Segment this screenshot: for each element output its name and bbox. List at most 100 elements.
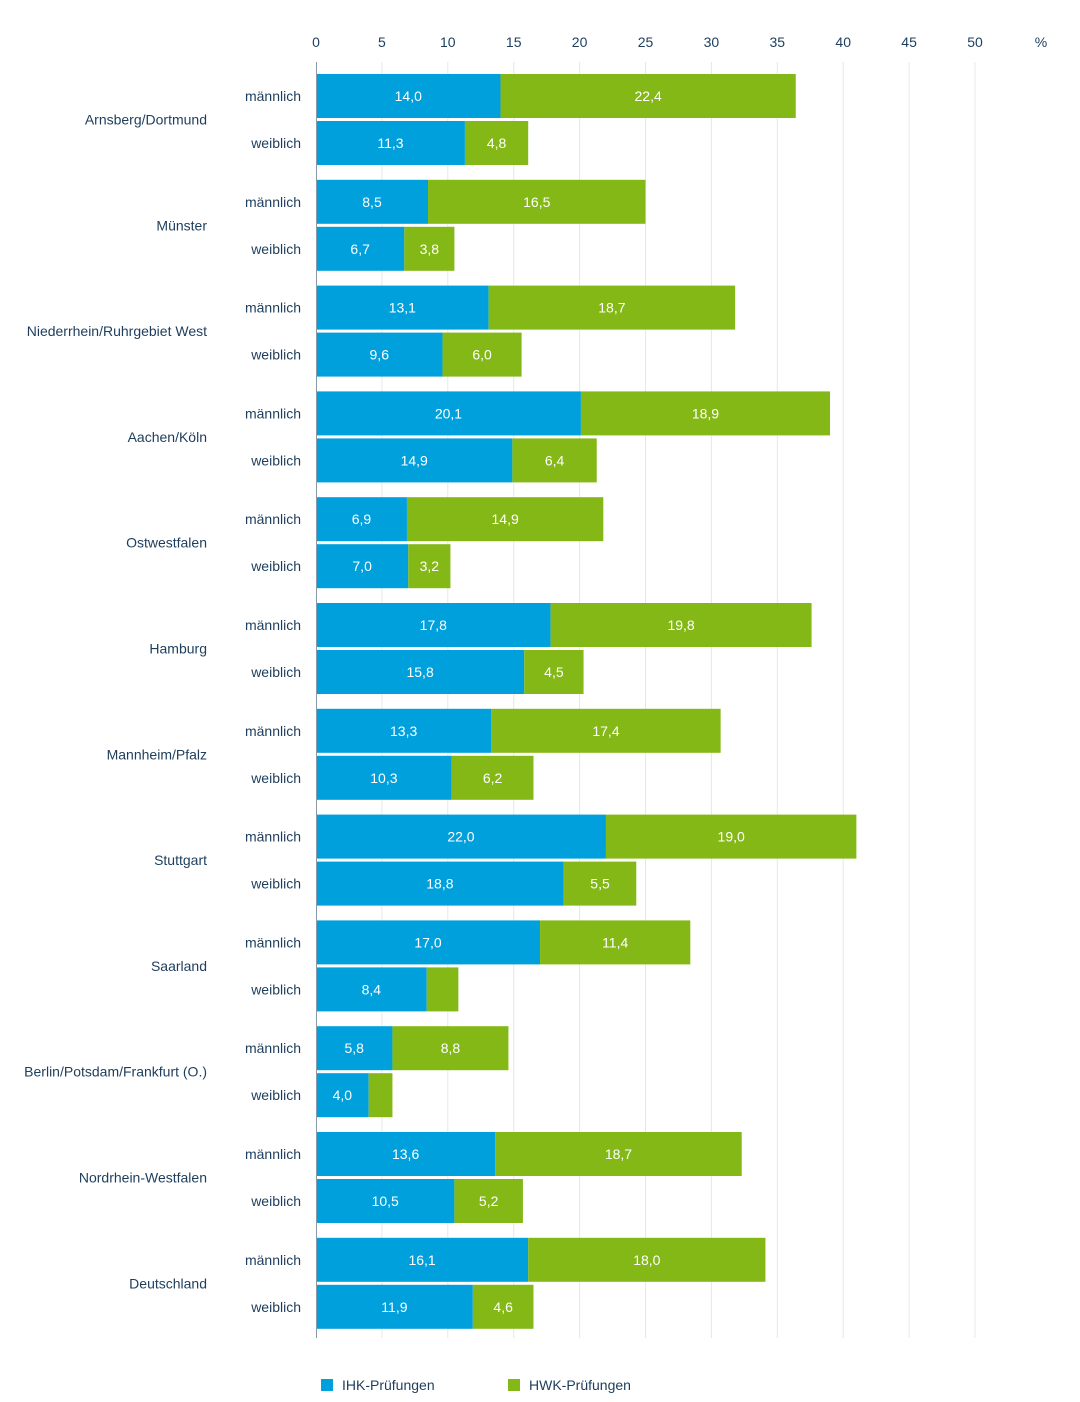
bar-ihk-label: 5,8 — [344, 1040, 364, 1056]
bar-ihk-label: 14,9 — [401, 452, 428, 468]
bar-hwk — [408, 544, 451, 589]
bar-hwk-label: 4,8 — [487, 135, 507, 151]
bar-ihk-label: 20,1 — [435, 405, 462, 421]
region-label: Ostwestfalen — [126, 535, 207, 551]
region-label: Hamburg — [149, 641, 207, 657]
bar-hwk-label: 4,5 — [544, 664, 564, 680]
bar-hwk-label: 4,6 — [493, 1299, 513, 1315]
x-tick-label: 25 — [638, 34, 654, 50]
bar-ihk-label: 18,8 — [426, 876, 453, 892]
bar-ihk — [316, 1284, 473, 1329]
region-label: Arnsberg/Dortmund — [85, 112, 207, 128]
legend-label-hwk: HWK-Prüfungen — [529, 1377, 631, 1393]
bar-hwk-label: 17,4 — [592, 723, 619, 739]
x-axis-ticks: 0 5 10 15 20 25 30 35 40 45 50% — [312, 34, 1047, 50]
bar-ihk — [316, 755, 452, 800]
bar-hwk — [550, 603, 812, 647]
category-labels: Arnsberg/Dortmund männlich weiblich Münster… — [24, 88, 301, 1315]
bar-hwk — [464, 121, 529, 165]
bar-ihk — [316, 650, 525, 694]
gender-label: männlich — [245, 723, 301, 739]
bar-ihk — [316, 1132, 496, 1176]
bar-ihk — [316, 438, 513, 483]
bar-hwk-label: 6,0 — [472, 347, 492, 363]
bar-hwk — [528, 1237, 766, 1282]
bar-ihk-label: 13,1 — [389, 300, 416, 316]
bar-hwk-label: 22,4 — [635, 88, 662, 104]
x-tick-label: 30 — [704, 34, 720, 50]
x-tick-label: 5 — [378, 34, 386, 50]
bar-ihk — [316, 1026, 393, 1071]
gender-label: männlich — [245, 1040, 301, 1056]
bars: 14,0 22,4 11,3 4,8 8,5 16,5 6,7 3,8 13,1 18,7 9,6 6… — [316, 74, 857, 1329]
bar-hwk-label: 18,0 — [633, 1252, 660, 1268]
bar-ihk-label: 7,0 — [352, 558, 372, 574]
x-tick-label: 15 — [506, 34, 522, 50]
bar-ihk-label: 6,9 — [352, 511, 372, 527]
bar-ihk — [316, 226, 405, 271]
bar-hwk-label: 6,2 — [483, 770, 503, 786]
bar-hwk — [488, 285, 736, 330]
bar-hwk-label: 19,8 — [667, 617, 694, 633]
gender-label: weiblich — [250, 1087, 301, 1103]
bar-ihk-label: 8,4 — [362, 981, 382, 997]
bar-hwk — [495, 1132, 742, 1176]
bar-hwk — [451, 755, 534, 800]
gender-label: weiblich — [250, 135, 301, 151]
bar-ihk — [316, 708, 492, 753]
bar-hwk-label: 5,5 — [590, 876, 610, 892]
bar-hwk-label: 18,7 — [605, 1146, 632, 1162]
gender-label: männlich — [245, 194, 301, 210]
bar-ihk — [316, 814, 606, 859]
legend-swatch-hwk — [508, 1379, 520, 1391]
gender-label: weiblich — [250, 1299, 301, 1315]
bar-ihk — [316, 1073, 369, 1118]
bar-hwk-label: 3,8 — [420, 241, 440, 257]
legend-label-ihk: IHK-Prüfungen — [342, 1377, 435, 1393]
gender-label: weiblich — [250, 981, 301, 997]
bar-ihk — [316, 179, 429, 224]
gender-label: männlich — [245, 617, 301, 633]
bar-ihk — [316, 74, 501, 118]
bar-hwk-label: 11,4 — [602, 934, 628, 950]
gender-label: weiblich — [250, 664, 301, 680]
bar-hwk — [491, 708, 721, 753]
bar-hwk — [512, 438, 597, 483]
bar-hwk-label: 3,2 — [420, 558, 440, 574]
bar-hwk — [392, 1026, 509, 1071]
region-label: Aachen/Köln — [128, 429, 207, 445]
grid-lines — [381, 62, 976, 1338]
bar-hwk — [524, 650, 584, 694]
bar-ihk — [316, 285, 489, 330]
gender-label: männlich — [245, 1146, 301, 1162]
region-label: Münster — [156, 217, 207, 233]
bar-hwk — [454, 1179, 523, 1223]
bar-hwk — [605, 814, 857, 859]
bar-ihk — [316, 603, 551, 647]
bar-hwk-label: 6,4 — [545, 452, 565, 468]
bar-ihk-label: 13,3 — [390, 723, 417, 739]
x-tick-label: 50 — [967, 34, 983, 50]
bar-ihk-label: 17,0 — [414, 934, 441, 950]
x-tick-label: 20 — [572, 34, 588, 50]
bar-ihk — [316, 1237, 529, 1282]
x-tick-label: 0 — [312, 34, 320, 50]
bar-hwk-label: 19,0 — [718, 829, 745, 845]
gender-label: männlich — [245, 511, 301, 527]
bar-ihk-label: 13,6 — [392, 1146, 419, 1162]
bar-ihk-label: 11,3 — [377, 135, 403, 151]
bar-hwk — [540, 920, 691, 965]
bar-hwk — [563, 861, 637, 906]
bar-ihk — [316, 332, 443, 377]
bar-ihk-label: 14,0 — [395, 88, 422, 104]
bar-ihk — [316, 121, 465, 165]
gender-label: männlich — [245, 934, 301, 950]
x-tick-label: 40 — [835, 34, 851, 50]
bar-hwk — [442, 332, 522, 377]
bar-ihk-label: 9,6 — [370, 347, 390, 363]
bar-ihk-label: 6,7 — [350, 241, 370, 257]
gender-label: weiblich — [250, 876, 301, 892]
bar-ihk — [316, 391, 581, 436]
bar-hwk — [404, 226, 455, 271]
bar-ihk-label: 16,1 — [408, 1252, 435, 1268]
